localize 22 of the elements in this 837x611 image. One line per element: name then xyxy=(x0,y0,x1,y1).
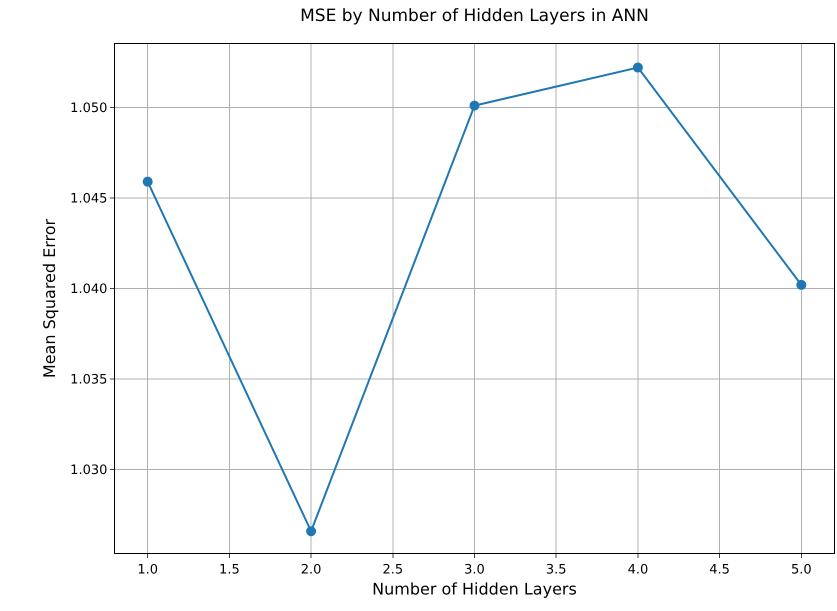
point xyxy=(796,280,806,290)
point xyxy=(632,62,643,73)
x-tick-label: 2.0 xyxy=(300,562,322,578)
y-tick-label: 1.050 xyxy=(70,100,108,116)
y-tick-label: 1.045 xyxy=(70,192,108,207)
x-tick-label: 1.0 xyxy=(137,562,158,578)
x-tick-label: 3.5 xyxy=(546,562,567,578)
chart-title: MSE by Number of Hidden Layers in ANN xyxy=(300,6,649,26)
y-axis-title: Mean Squared Error xyxy=(40,218,60,378)
y-tick-label: 1.030 xyxy=(70,463,108,478)
x-tick-label: 2.5 xyxy=(382,562,404,578)
y-tick-label: 1.040 xyxy=(70,282,108,298)
point xyxy=(470,100,480,111)
x-tick-label: 1.5 xyxy=(219,562,240,578)
x-tick-label: 4.5 xyxy=(709,562,730,578)
y-tick-label: 1.035 xyxy=(70,372,108,388)
x-tick-label: 4.0 xyxy=(628,562,648,578)
point xyxy=(142,176,153,187)
x-tick-label: 3.0 xyxy=(464,562,485,578)
point xyxy=(306,526,316,536)
x-axis-title: Number of Hidden Layers xyxy=(372,579,577,598)
x-tick-label: 5.0 xyxy=(790,562,812,578)
